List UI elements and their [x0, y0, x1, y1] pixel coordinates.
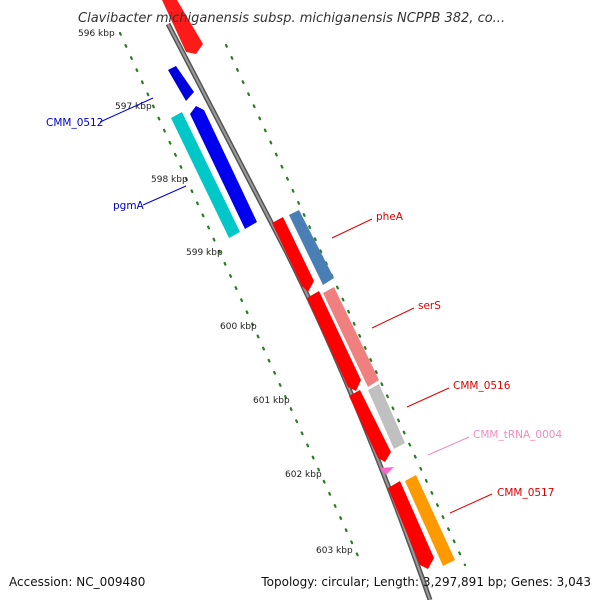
gene-features [162, 0, 455, 569]
gene-arrow-blue-long[interactable] [190, 106, 257, 229]
gene-arrow-cmm-0517[interactable] [388, 481, 434, 569]
genome-summary-text: Topology: circular; Length: 3,297,891 bp… [260, 575, 591, 589]
gene-arrow-orange[interactable] [405, 475, 455, 566]
accession-text: Accession: NC_009480 [9, 575, 145, 589]
tick-label: 603 kbp [316, 546, 353, 556]
gene-label-pgma[interactable]: pgmA [113, 200, 145, 212]
gene-label-cmm-0516[interactable]: CMM_0516 [453, 380, 511, 392]
gene-arrow-top-partial[interactable] [162, 0, 203, 54]
gene-label-leaders [99, 97, 493, 514]
gene-arrow-salmon[interactable] [323, 287, 379, 387]
gene-label-cmm-trna-0004[interactable]: CMM_tRNA_0004 [473, 429, 562, 441]
tick-label: 600 kbp [220, 322, 257, 332]
gene-label-sers[interactable]: serS [418, 300, 441, 312]
gene-arrow-cmm-0512[interactable] [168, 66, 194, 101]
tick-label: 601 kbp [253, 396, 290, 406]
gene-label-phea[interactable]: pheA [376, 211, 404, 223]
tick-track-outer [224, 43, 467, 567]
gene-arrow-trna[interactable] [380, 467, 394, 475]
gene-arrow-steelblue[interactable] [289, 210, 334, 285]
gene-arrow-cmm-0516[interactable] [349, 390, 391, 462]
gene-label-cmm-0517[interactable]: CMM_0517 [497, 487, 554, 499]
gene-labels: CMM_0512 pgmA pheA serS CMM_0516 CMM_tRN… [46, 117, 562, 499]
tick-track-inner [118, 31, 364, 567]
gene-label-cmm-0512[interactable]: CMM_0512 [46, 117, 103, 129]
gene-arrow-pgma[interactable] [171, 112, 240, 238]
tick-label: 598 kbp [151, 175, 188, 185]
genome-backbone [165, 22, 433, 600]
tick-label: 599 kbp [186, 248, 223, 258]
tick-label: 596 kbp [78, 29, 115, 39]
gene-arrow-phea[interactable] [272, 217, 314, 292]
tick-labels: 596 kbp 597 kbp 598 kbp 599 kbp 600 kbp … [78, 29, 353, 556]
map-title: Clavibacter michiganensis subsp. michiga… [78, 11, 505, 26]
tick-label: 602 kbp [285, 470, 322, 480]
gene-arrow-gray[interactable] [368, 384, 405, 449]
gene-arrow-sers[interactable] [307, 291, 361, 391]
